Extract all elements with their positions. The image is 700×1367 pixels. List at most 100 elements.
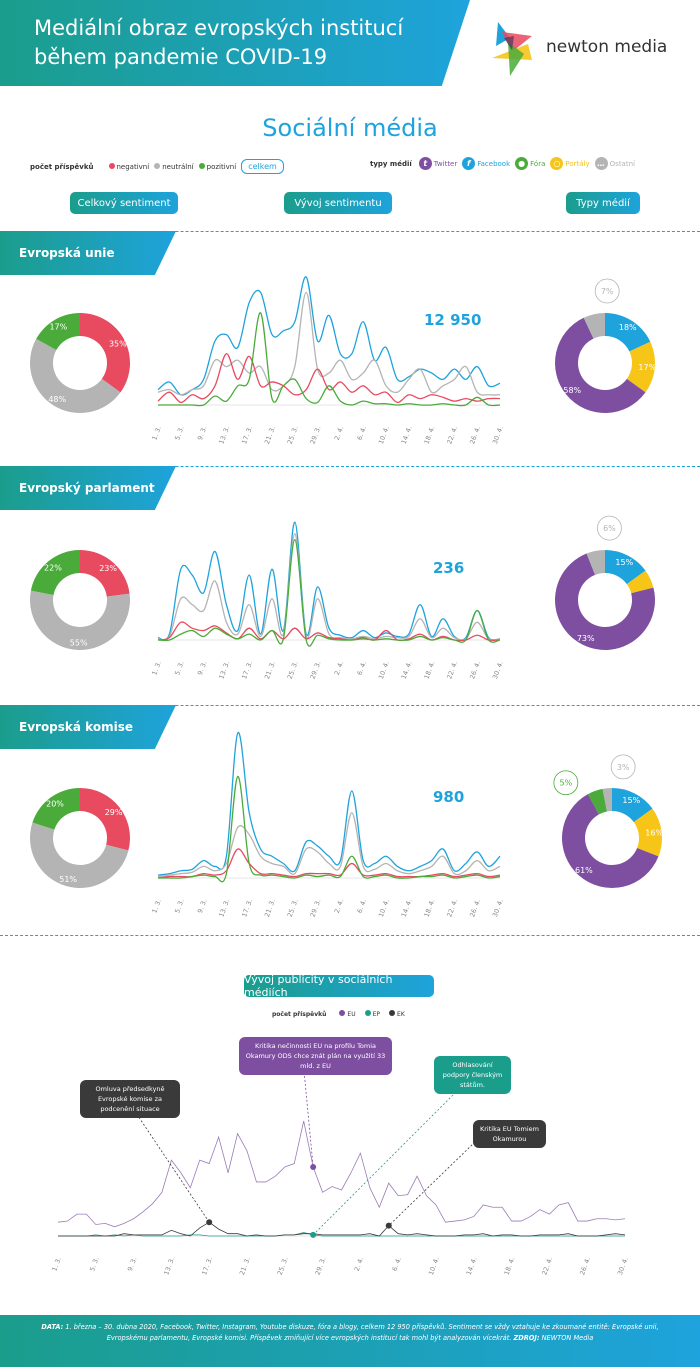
x-tick-label: 26. 4. bbox=[468, 660, 482, 680]
media-legend-label: typy médií bbox=[370, 159, 412, 168]
x-tick-label: 22. 4. bbox=[445, 425, 459, 445]
donut-label: 6% bbox=[655, 570, 668, 579]
x-tick-label: 25. 3. bbox=[286, 425, 300, 445]
series-line-neutrální bbox=[157, 812, 501, 878]
x-tick-label: 18. 4. bbox=[423, 898, 437, 918]
header-banner bbox=[0, 0, 470, 86]
series-line-EP bbox=[58, 1232, 625, 1237]
x-tick-label: 5. 3. bbox=[173, 898, 185, 914]
donut-label: 16% bbox=[645, 829, 663, 838]
x-tick-label: 14. 4. bbox=[400, 898, 414, 918]
donut-slice-portaly bbox=[626, 570, 654, 594]
x-tick-label: 22. 4. bbox=[445, 660, 459, 680]
x-tick-label: 14. 4. bbox=[400, 425, 414, 445]
x-tick-label: 21. 3. bbox=[263, 660, 277, 680]
x-tick-label: 22. 4. bbox=[445, 898, 459, 918]
series-line-negativní bbox=[157, 621, 501, 642]
portal-icon: ○ bbox=[550, 157, 564, 170]
series-line-celkem bbox=[157, 276, 501, 396]
donut-label: 35% bbox=[109, 340, 127, 349]
donut-label: 61% bbox=[575, 866, 593, 875]
series-line-EU bbox=[57, 1120, 626, 1228]
x-tick-label: 30. 4. bbox=[616, 1256, 630, 1276]
x-tick-label: 2. 4. bbox=[333, 660, 345, 676]
x-tick-label: 14. 4. bbox=[465, 1256, 479, 1276]
x-tick-label: 13. 3. bbox=[217, 660, 231, 680]
legend-ep: EP bbox=[364, 1010, 380, 1018]
x-tick-label: 13. 3. bbox=[162, 1256, 176, 1276]
x-tick-label: 26. 4. bbox=[468, 425, 482, 445]
x-tick-label: 18. 4. bbox=[503, 1256, 517, 1276]
x-tick-label: 9. 3. bbox=[126, 1256, 138, 1272]
series-line-celkem bbox=[157, 732, 501, 876]
x-tick-label: 10. 4. bbox=[377, 425, 391, 445]
donut-label: 51% bbox=[59, 875, 77, 884]
sentiment-trend-button[interactable]: Vývoj sentimentu bbox=[284, 192, 392, 214]
annotation-eu-peak: Kritika nečinnosti EU na profilu Tomia O… bbox=[239, 1037, 392, 1075]
callout-circle bbox=[597, 515, 622, 541]
legend-neutral: neutrální bbox=[154, 162, 194, 171]
media-types-button[interactable]: Typy médií bbox=[566, 192, 640, 214]
divider bbox=[0, 466, 700, 467]
donut-slice-ostatni bbox=[583, 313, 605, 339]
x-tick-label: 30. 4. bbox=[491, 425, 505, 445]
x-tick-label: 26. 4. bbox=[468, 898, 482, 918]
donut-label: 22% bbox=[44, 563, 62, 572]
overall-sentiment-button[interactable]: Celkový sentiment bbox=[70, 192, 178, 214]
donut-label: 15% bbox=[622, 796, 640, 805]
section-title: Sociální média bbox=[262, 114, 438, 142]
x-tick-label: 30. 4. bbox=[491, 898, 505, 918]
facebook-icon: f bbox=[462, 157, 476, 170]
donut-slice-twitter bbox=[555, 553, 655, 650]
x-tick-label: 6. 4. bbox=[356, 660, 368, 676]
series-line-EK bbox=[58, 1221, 626, 1237]
x-tick-label: 25. 3. bbox=[276, 1256, 290, 1276]
x-tick-label: 21. 3. bbox=[263, 898, 277, 918]
donut-slice-negative bbox=[80, 313, 130, 393]
x-tick-label: 1. 3. bbox=[150, 898, 162, 914]
callout-circle bbox=[553, 770, 579, 796]
series-line-negativní bbox=[157, 848, 501, 879]
donut-label: 48% bbox=[48, 395, 66, 404]
donut-slice-neutral bbox=[30, 338, 121, 414]
x-tick-label: 9. 3. bbox=[196, 660, 208, 676]
legend-total: celkem bbox=[241, 159, 284, 174]
x-tick-label: 13. 3. bbox=[217, 425, 231, 445]
annotation-ek-apology: Omluva předsedkyně Evropské komise za po… bbox=[80, 1080, 180, 1118]
x-tick-label: 17. 3. bbox=[240, 425, 254, 445]
donut-slice-portaly bbox=[633, 808, 662, 857]
media-legend: typy médií t Twitter f Facebook ● Fóra ○ Por… bbox=[370, 157, 635, 170]
annotation-ep: Odhlasování podpory členským státům. bbox=[434, 1056, 511, 1094]
x-tick-label: 1. 3. bbox=[150, 425, 162, 441]
x-tick-label: 18. 4. bbox=[423, 660, 437, 680]
legend-label: počet příspěvků bbox=[30, 162, 94, 171]
section-header-ep: Evropský parlament bbox=[0, 466, 176, 510]
x-tick-label: 14. 4. bbox=[400, 660, 414, 680]
series-line-pozitivní bbox=[158, 312, 501, 407]
x-tick-label: 17. 3. bbox=[240, 898, 254, 918]
x-tick-label: 1. 3. bbox=[150, 660, 162, 676]
callout-circle bbox=[610, 754, 636, 780]
series-line-celkem bbox=[157, 521, 501, 641]
x-tick-label: 29. 3. bbox=[309, 425, 323, 445]
donut-slice-negative bbox=[80, 550, 130, 597]
legend-fora: ● Fóra bbox=[515, 157, 545, 170]
x-tick-label: 21. 3. bbox=[238, 1256, 252, 1276]
x-tick-label: 26. 4. bbox=[578, 1256, 592, 1276]
x-tick-label: 5. 3. bbox=[173, 425, 185, 441]
x-tick-label: 2. 4. bbox=[333, 425, 345, 441]
series-line-pozitivní bbox=[158, 775, 501, 883]
x-tick-label: 9. 3. bbox=[196, 898, 208, 914]
donut-slice-neutral bbox=[30, 590, 131, 650]
annotation-connector bbox=[312, 1077, 471, 1236]
legend-ek: EK bbox=[389, 1010, 405, 1018]
donut-label: 7% bbox=[601, 287, 614, 296]
annotation-marker bbox=[385, 1222, 392, 1229]
x-tick-label: 2. 4. bbox=[353, 1256, 365, 1272]
legend-facebook: f Facebook bbox=[462, 157, 510, 170]
donut-label: 6% bbox=[603, 524, 616, 533]
x-tick-label: 2. 4. bbox=[333, 898, 345, 914]
divider bbox=[0, 231, 700, 232]
publicity-chart-title: Vývoj publicity v sociálních médiích bbox=[244, 973, 434, 999]
x-tick-label: 10. 4. bbox=[377, 660, 391, 680]
